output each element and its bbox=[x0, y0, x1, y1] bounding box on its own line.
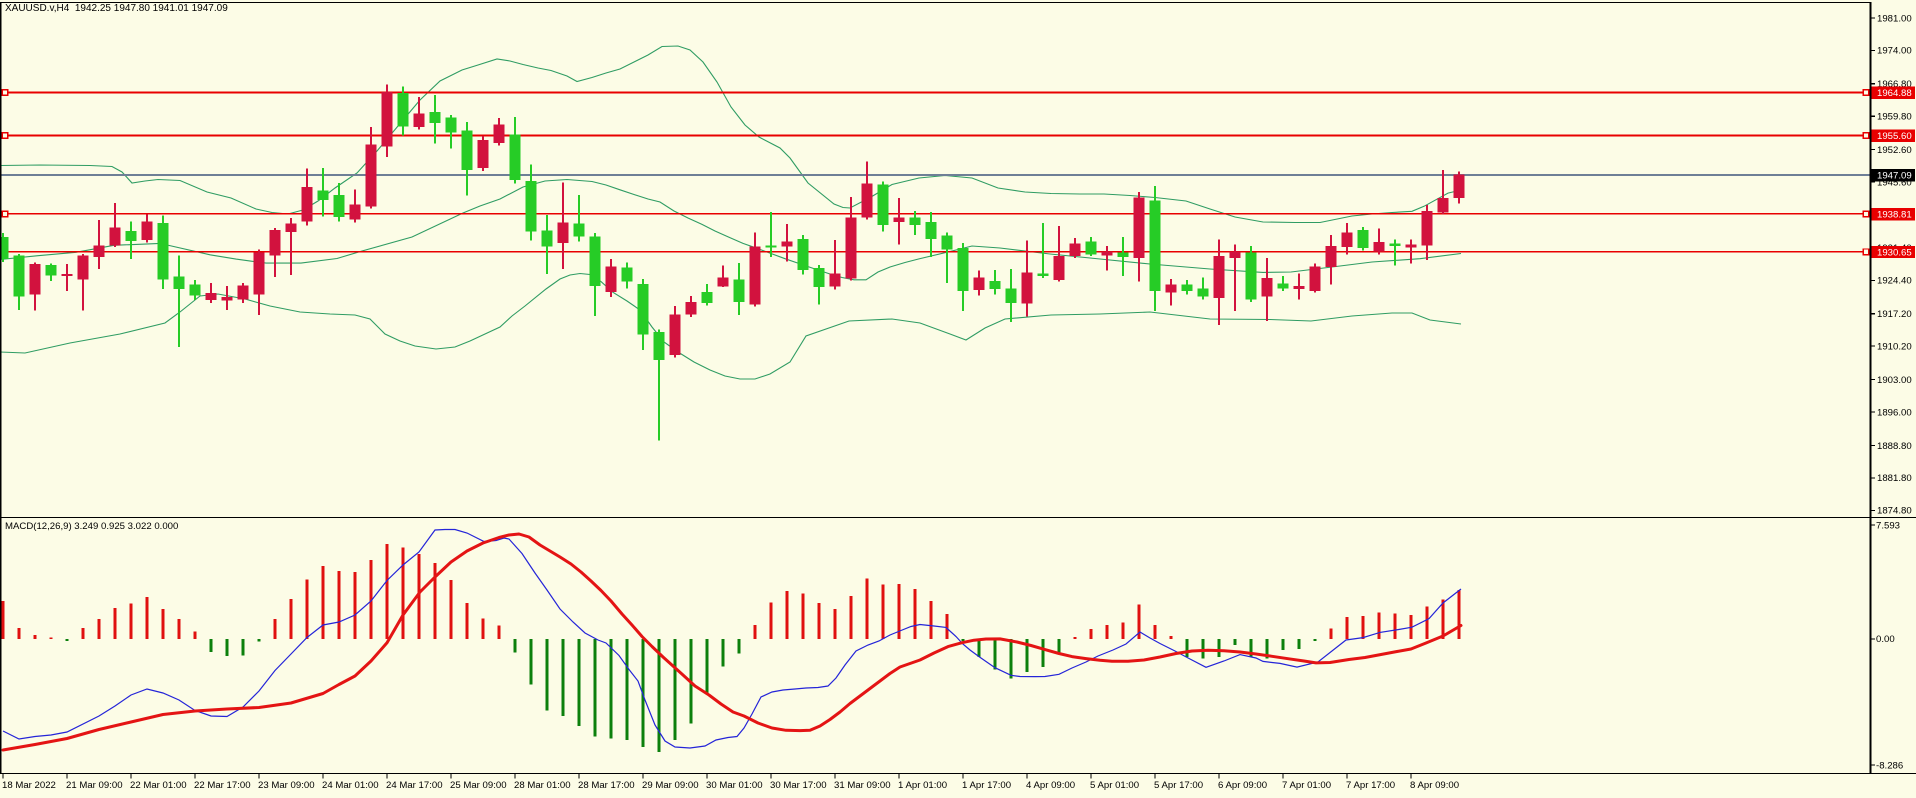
svg-text:4 Apr 09:00: 4 Apr 09:00 bbox=[1026, 780, 1075, 791]
svg-text:22 Mar 01:00: 22 Mar 01:00 bbox=[130, 780, 187, 791]
svg-text:1896.00: 1896.00 bbox=[1877, 407, 1912, 418]
svg-text:7.593: 7.593 bbox=[1876, 520, 1900, 531]
svg-text:0.00: 0.00 bbox=[1876, 634, 1895, 645]
svg-text:1930.65: 1930.65 bbox=[1877, 247, 1912, 258]
svg-text:1 Apr 01:00: 1 Apr 01:00 bbox=[898, 780, 947, 791]
svg-text:1924.40: 1924.40 bbox=[1877, 276, 1912, 287]
svg-text:1910.20: 1910.20 bbox=[1877, 342, 1912, 353]
svg-text:7 Apr 17:00: 7 Apr 17:00 bbox=[1346, 780, 1395, 791]
svg-text:30 Mar 01:00: 30 Mar 01:00 bbox=[706, 780, 763, 791]
svg-text:1 Apr 17:00: 1 Apr 17:00 bbox=[962, 780, 1011, 791]
svg-text:25 Mar 09:00: 25 Mar 09:00 bbox=[450, 780, 507, 791]
svg-text:29 Mar 09:00: 29 Mar 09:00 bbox=[642, 780, 699, 791]
svg-text:6 Apr 09:00: 6 Apr 09:00 bbox=[1218, 780, 1267, 791]
svg-text:5 Apr 17:00: 5 Apr 17:00 bbox=[1154, 780, 1203, 791]
svg-text:1917.20: 1917.20 bbox=[1877, 309, 1912, 320]
svg-text:22 Mar 17:00: 22 Mar 17:00 bbox=[194, 780, 251, 791]
svg-text:1938.81: 1938.81 bbox=[1877, 210, 1912, 221]
svg-text:30 Mar 17:00: 30 Mar 17:00 bbox=[770, 780, 827, 791]
svg-text:24 Mar 01:00: 24 Mar 01:00 bbox=[322, 780, 379, 791]
svg-text:7 Apr 01:00: 7 Apr 01:00 bbox=[1282, 780, 1331, 791]
svg-text:-8.286: -8.286 bbox=[1876, 760, 1903, 771]
svg-text:31 Mar 09:00: 31 Mar 09:00 bbox=[834, 780, 891, 791]
svg-text:MACD(12,26,9) 3.249 0.925 3.02: MACD(12,26,9) 3.249 0.925 3.022 0.000 bbox=[5, 521, 178, 532]
svg-text:1947.09: 1947.09 bbox=[1877, 171, 1912, 182]
svg-text:1952.60: 1952.60 bbox=[1877, 145, 1912, 156]
svg-text:1874.80: 1874.80 bbox=[1877, 506, 1912, 517]
svg-text:5 Apr 01:00: 5 Apr 01:00 bbox=[1090, 780, 1139, 791]
svg-text:1955.60: 1955.60 bbox=[1877, 131, 1912, 142]
svg-text:1888.80: 1888.80 bbox=[1877, 441, 1912, 452]
svg-text:24 Mar 17:00: 24 Mar 17:00 bbox=[386, 780, 443, 791]
svg-text:1974.00: 1974.00 bbox=[1877, 46, 1912, 57]
svg-text:21 Mar 09:00: 21 Mar 09:00 bbox=[66, 780, 123, 791]
svg-text:1964.88: 1964.88 bbox=[1877, 88, 1912, 99]
svg-text:8 Apr 09:00: 8 Apr 09:00 bbox=[1410, 780, 1459, 791]
svg-text:28 Mar 01:00: 28 Mar 01:00 bbox=[514, 780, 571, 791]
svg-text:1966.80: 1966.80 bbox=[1877, 79, 1912, 90]
svg-text:1903.00: 1903.00 bbox=[1877, 375, 1912, 386]
svg-text:XAUUSD.v,H4 1942.25 1947.80 1: XAUUSD.v,H4 1942.25 1947.80 1941.01 1947… bbox=[5, 3, 228, 14]
svg-text:1881.80: 1881.80 bbox=[1877, 473, 1912, 484]
svg-text:1959.80: 1959.80 bbox=[1877, 112, 1912, 123]
svg-text:18 Mar 2022: 18 Mar 2022 bbox=[2, 780, 56, 791]
svg-text:28 Mar 17:00: 28 Mar 17:00 bbox=[578, 780, 635, 791]
svg-text:23 Mar 09:00: 23 Mar 09:00 bbox=[258, 780, 315, 791]
svg-text:1945.60: 1945.60 bbox=[1877, 177, 1912, 188]
svg-text:1981.00: 1981.00 bbox=[1877, 13, 1912, 24]
